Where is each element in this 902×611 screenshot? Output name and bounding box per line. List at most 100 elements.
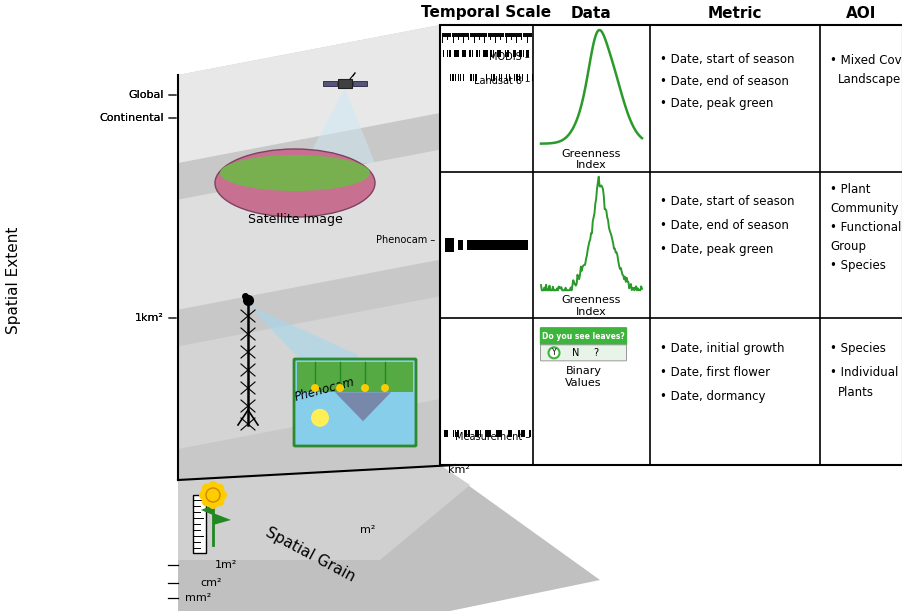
Text: Community: Community [829, 202, 897, 215]
Bar [193, 495, 206, 553]
Bar [323, 81, 336, 86]
Text: ?: ? [593, 348, 598, 358]
Text: Temporal Scale: Temporal Scale [421, 5, 551, 21]
Text: • Date, dormancy: • Date, dormancy [659, 390, 765, 403]
Polygon shape [178, 150, 439, 310]
Bar [491, 74, 492, 81]
Text: Greenness
Index: Greenness Index [561, 295, 621, 317]
Circle shape [381, 384, 389, 392]
Text: • Individual: • Individual [829, 366, 897, 379]
Bar [462, 74, 464, 81]
Circle shape [548, 347, 559, 358]
Text: • Date, end of season: • Date, end of season [659, 76, 788, 89]
Bar [297, 390, 412, 442]
Circle shape [361, 384, 369, 392]
Bar [439, 172, 532, 318]
Bar [463, 240, 466, 250]
Circle shape [336, 384, 344, 392]
Text: Greenness
Index: Greenness Index [561, 148, 621, 170]
Text: Global: Global [128, 90, 164, 100]
Bar [353, 81, 366, 86]
Text: Do you see leaves?: Do you see leaves? [541, 332, 624, 341]
Text: km²: km² [447, 465, 469, 475]
Polygon shape [201, 505, 213, 515]
Text: N: N [572, 348, 579, 358]
Text: m²: m² [360, 525, 375, 535]
Polygon shape [305, 88, 374, 163]
Text: • Date, peak green: • Date, peak green [659, 98, 772, 111]
Text: Phenocam: Phenocam [292, 376, 355, 404]
Text: Satellite Image: Satellite Image [247, 213, 342, 226]
Text: Continental: Continental [99, 113, 164, 123]
Text: • Date, end of season: • Date, end of season [659, 219, 788, 232]
Bar [452, 74, 453, 81]
Circle shape [310, 384, 318, 392]
Text: • Date, initial growth: • Date, initial growth [659, 342, 784, 355]
Bar [519, 74, 520, 81]
Bar [485, 74, 486, 81]
Text: • Date, peak green: • Date, peak green [659, 243, 772, 256]
Text: • Species: • Species [829, 259, 885, 272]
Bar [455, 74, 456, 81]
Bar [470, 74, 471, 81]
Bar [445, 238, 454, 252]
Text: • Functional: • Functional [829, 221, 900, 234]
Text: 1m²: 1m² [215, 560, 237, 570]
Bar [457, 74, 458, 81]
Text: Landscape: Landscape [837, 73, 900, 87]
Bar [492, 74, 494, 81]
Text: Metric: Metric [707, 5, 761, 21]
Text: Binary
Values: Binary Values [565, 367, 601, 388]
Bar [506, 74, 507, 81]
Circle shape [201, 484, 211, 494]
Polygon shape [178, 296, 439, 449]
Text: 1km²: 1km² [135, 313, 164, 323]
Bar [449, 74, 451, 81]
Text: Global: Global [128, 90, 164, 100]
Text: 1km²: 1km² [135, 313, 164, 323]
FancyBboxPatch shape [540, 345, 626, 361]
Text: • Species: • Species [829, 342, 885, 355]
Text: Continental: Continental [99, 113, 164, 123]
Circle shape [214, 484, 224, 494]
Bar [297, 362, 412, 392]
Text: Landsat 8 –: Landsat 8 – [474, 76, 529, 86]
Circle shape [198, 490, 208, 500]
Polygon shape [178, 25, 439, 163]
Text: Y: Y [551, 348, 556, 357]
Text: • Date, start of season: • Date, start of season [659, 54, 794, 67]
Text: • Mixed Cover: • Mixed Cover [829, 54, 902, 67]
Text: • Date, start of season: • Date, start of season [659, 195, 794, 208]
Polygon shape [178, 465, 469, 560]
Circle shape [207, 499, 217, 509]
Polygon shape [178, 465, 599, 611]
Text: • Date, first flower: • Date, first flower [659, 366, 769, 379]
Circle shape [206, 488, 220, 502]
Bar [457, 240, 528, 250]
Bar [513, 74, 514, 81]
Bar [508, 74, 510, 81]
Text: • Plant: • Plant [829, 183, 870, 196]
Polygon shape [335, 392, 391, 421]
Bar [439, 25, 902, 465]
Bar [521, 74, 522, 81]
Ellipse shape [220, 155, 370, 191]
FancyBboxPatch shape [294, 359, 416, 446]
Text: Spatial Extent: Spatial Extent [6, 226, 22, 334]
Bar [475, 74, 476, 81]
Bar [439, 25, 532, 172]
Text: mm²: mm² [185, 593, 211, 603]
Polygon shape [178, 25, 439, 480]
Circle shape [201, 496, 211, 507]
Text: AOI: AOI [845, 5, 876, 21]
Polygon shape [248, 305, 357, 420]
Text: Plants: Plants [837, 386, 873, 399]
Bar [460, 74, 461, 81]
Text: Phenocam –: Phenocam – [375, 235, 435, 245]
Polygon shape [213, 513, 231, 525]
Text: MODIS –: MODIS – [489, 52, 529, 62]
Circle shape [214, 496, 224, 507]
Ellipse shape [215, 149, 374, 217]
Text: Group: Group [829, 240, 865, 253]
Circle shape [216, 490, 226, 500]
